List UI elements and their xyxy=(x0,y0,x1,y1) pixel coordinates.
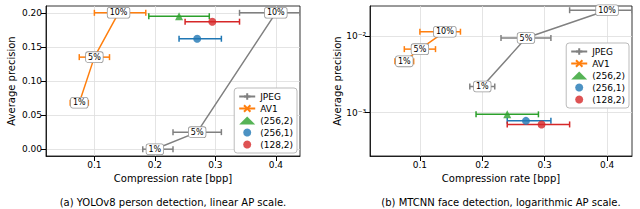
svg-text:0.4: 0.4 xyxy=(600,160,615,170)
svg-text:0.1: 0.1 xyxy=(87,160,101,170)
svg-text:0.00: 0.00 xyxy=(22,144,42,154)
svg-text:10%: 10% xyxy=(436,27,454,36)
svg-text:(b) MTCNN face detection, loga: (b) MTCNN face detection, logarithmic AP… xyxy=(381,197,620,208)
svg-text:0.2: 0.2 xyxy=(475,160,489,170)
svg-text:5%: 5% xyxy=(191,128,204,137)
svg-text:(128,2): (128,2) xyxy=(260,140,293,150)
svg-text:(128,2): (128,2) xyxy=(592,95,625,105)
svg-text:Compression rate [bpp]: Compression rate [bpp] xyxy=(442,173,561,184)
svg-text:0.2: 0.2 xyxy=(148,160,162,170)
svg-text:1%: 1% xyxy=(149,145,162,154)
svg-text:0.15: 0.15 xyxy=(22,42,42,52)
svg-text:0.10: 0.10 xyxy=(22,76,42,86)
svg-text:10%: 10% xyxy=(598,6,616,15)
svg-text:0.20: 0.20 xyxy=(22,8,42,18)
svg-text:0.05: 0.05 xyxy=(22,110,42,120)
svg-text:JPEG: JPEG xyxy=(591,47,613,57)
svg-text:0.4: 0.4 xyxy=(269,160,284,170)
svg-text:(256,2): (256,2) xyxy=(592,71,625,81)
svg-text:0.1: 0.1 xyxy=(413,160,427,170)
svg-text:1%: 1% xyxy=(73,98,86,107)
svg-text:5%: 5% xyxy=(414,45,427,54)
svg-text:(256,1): (256,1) xyxy=(592,83,625,93)
svg-text:(256,2): (256,2) xyxy=(260,116,293,126)
svg-text:5%: 5% xyxy=(88,53,101,62)
svg-text:Average precision: Average precision xyxy=(332,36,343,125)
svg-text:0.3: 0.3 xyxy=(538,160,552,170)
svg-text:1%: 1% xyxy=(398,57,411,66)
svg-text:10⁻²: 10⁻² xyxy=(346,31,366,41)
svg-text:Compression rate [bpp]: Compression rate [bpp] xyxy=(114,173,233,184)
svg-text:Average precision: Average precision xyxy=(6,36,17,125)
svg-text:5%: 5% xyxy=(520,34,533,43)
svg-text:0.3: 0.3 xyxy=(208,160,222,170)
svg-text:10%: 10% xyxy=(267,8,285,17)
svg-text:1%: 1% xyxy=(476,82,489,91)
svg-text:(256,1): (256,1) xyxy=(260,128,293,138)
svg-text:10%: 10% xyxy=(110,8,128,17)
svg-text:(a) YOLOv8 person detection, l: (a) YOLOv8 person detection, linear AP s… xyxy=(60,197,287,208)
svg-text:10⁻³: 10⁻³ xyxy=(346,108,366,118)
svg-text:AV1: AV1 xyxy=(260,104,277,114)
svg-text:AV1: AV1 xyxy=(592,59,609,69)
svg-text:JPEG: JPEG xyxy=(259,92,281,102)
